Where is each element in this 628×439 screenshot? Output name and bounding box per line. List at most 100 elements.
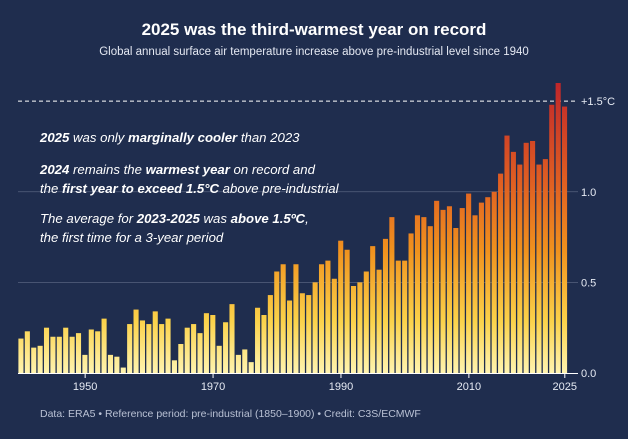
annot-avg-text1: The average for [40, 211, 137, 226]
bar-1985 [306, 295, 312, 373]
bar-1959 [139, 320, 146, 373]
x-tick-label: 1990 [329, 381, 353, 393]
bar-1999 [395, 260, 401, 373]
bar-2015 [498, 173, 504, 373]
bar-1993 [357, 282, 363, 373]
bar-2025 [562, 106, 568, 373]
annot-avg-years: 2023-2025 [136, 211, 200, 226]
chart-subtitle: Global annual surface air temperature in… [99, 46, 529, 58]
annot-2024-emph1: warmest year [145, 162, 230, 177]
bar-2023 [549, 104, 555, 373]
bar-2011 [472, 215, 478, 373]
annot-avg-text3: the first time for a 3-year period [40, 229, 224, 245]
x-tick-label: 2025 [553, 381, 577, 393]
annot-avg-comma: , [305, 211, 309, 226]
bar-1941 [24, 331, 30, 373]
annot-2024-text4: above pre-industrial [219, 180, 339, 196]
bar-1955 [114, 356, 120, 373]
bar-2016 [504, 135, 510, 373]
bar-1979 [267, 295, 273, 373]
bar-1954 [107, 354, 114, 373]
bar-2002 [414, 215, 421, 373]
bar-2003 [421, 217, 427, 373]
bar-1991 [344, 249, 350, 373]
bar-1962 [159, 324, 165, 373]
bar-1981 [280, 264, 286, 373]
bar-1997 [382, 238, 389, 373]
annot-2025-text2: than 2023 [237, 130, 300, 145]
bar-2007 [446, 206, 452, 373]
bar-1968 [197, 333, 203, 373]
annot-avg-emph: above 1.5ºC [230, 211, 306, 226]
bar-1990 [338, 240, 344, 373]
annotation-2024: 2024 remains the warmest year on record … [40, 161, 370, 198]
bar-1978 [261, 315, 267, 373]
bar-2020 [530, 141, 536, 373]
bar-2004 [427, 226, 433, 373]
bar-1988 [325, 260, 331, 373]
bar-1942 [31, 347, 37, 373]
bar-2005 [434, 200, 440, 373]
bar-1960 [146, 324, 152, 373]
bar-1940 [18, 338, 24, 373]
annot-2024-year: 2024 [40, 162, 70, 177]
bar-1952 [95, 331, 101, 373]
bar-1943 [37, 345, 43, 373]
annot-2024-text1: remains the [69, 162, 146, 177]
annot-2025-emph: marginally cooler [127, 130, 238, 145]
bar-1992 [350, 286, 357, 373]
bar-2000 [402, 260, 408, 373]
bar-2008 [453, 228, 459, 373]
bar-2022 [542, 159, 548, 373]
bar-2014 [491, 191, 497, 373]
x-tick-label: 1970 [201, 381, 225, 393]
credit-line: Data: ERA5 • Reference period: pre-indus… [40, 408, 421, 420]
bar-1963 [165, 318, 171, 373]
bar-1983 [293, 264, 299, 373]
bar-2013 [485, 197, 491, 373]
chart-title: 2025 was the third-warmest year on recor… [141, 20, 487, 39]
bar-1986 [312, 282, 318, 373]
annotation-2025: 2025 was only marginally cooler than 202… [40, 129, 370, 148]
annotation-average: The average for 2023-2025 was above 1.5º… [40, 210, 370, 247]
bar-2021 [536, 164, 542, 373]
bar-1950 [82, 354, 88, 373]
bar-1984 [299, 293, 305, 373]
x-tick-label: 2010 [457, 381, 481, 393]
bar-2019 [523, 142, 529, 373]
bar-1951 [88, 329, 94, 373]
bar-1970 [210, 315, 216, 373]
bar-2018 [517, 164, 523, 373]
bar-2006 [440, 209, 446, 373]
annot-2024-text3: the [40, 180, 62, 196]
bar-2001 [408, 233, 414, 373]
annot-avg-text2: was [199, 211, 231, 226]
bar-1946 [56, 336, 62, 373]
bar-2017 [510, 151, 516, 373]
bar-1989 [331, 278, 337, 373]
bar-1967 [191, 324, 197, 373]
bar-1987 [318, 264, 325, 373]
bar-1996 [376, 269, 382, 373]
bar-1969 [203, 313, 209, 373]
bar-1953 [101, 318, 107, 373]
bar-2009 [459, 208, 465, 373]
bar-2010 [466, 193, 472, 373]
annot-2024-text2: on record and [229, 162, 315, 177]
annot-2025-text1: was only [69, 130, 128, 145]
y-tick-label: 0.5 [581, 277, 596, 289]
bar-1957 [127, 324, 133, 373]
bar-1998 [389, 217, 395, 373]
bar-1966 [184, 327, 190, 373]
annot-2024-emph2: first year to exceed 1.5°C [62, 180, 220, 196]
bar-1980 [274, 271, 280, 373]
annot-2025-year: 2025 [40, 130, 70, 145]
bar-1972 [223, 322, 229, 373]
bar-1948 [69, 336, 75, 373]
y-tick-label: 1.0 [581, 187, 596, 199]
bar-1971 [216, 345, 222, 373]
bar-1964 [171, 360, 177, 373]
bar-1944 [43, 327, 50, 373]
bar-1995 [370, 246, 376, 373]
bar-2024 [555, 83, 561, 373]
